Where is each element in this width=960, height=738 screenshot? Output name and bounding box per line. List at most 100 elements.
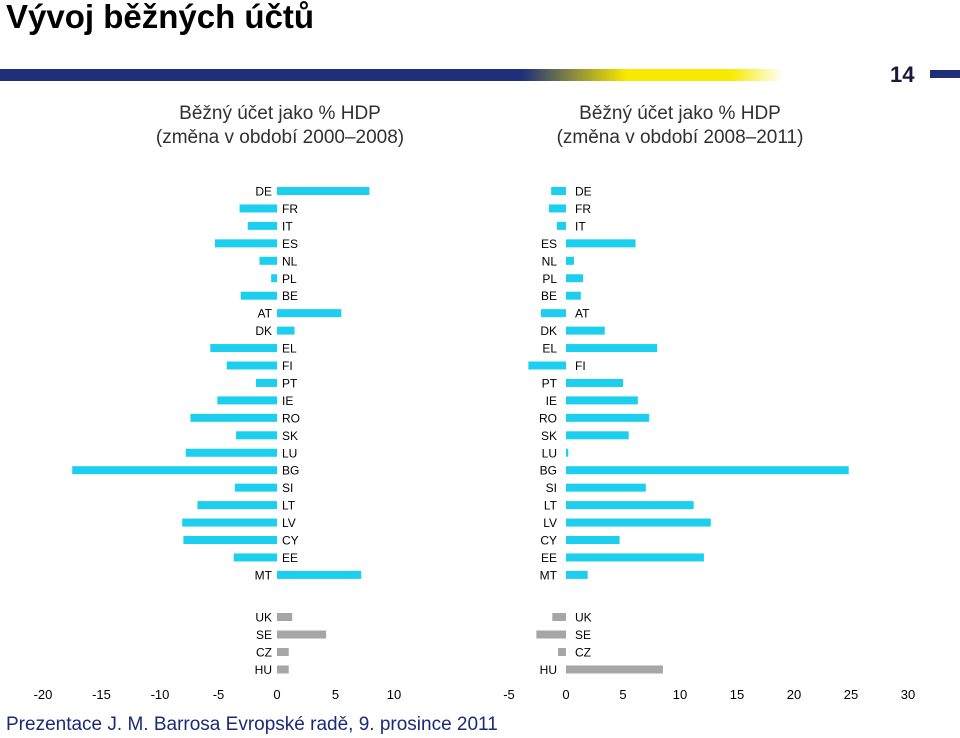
chart1-country-bar [566,378,623,387]
chart1-country-bar [566,501,694,510]
chart0-country-category-label: CY [282,534,299,548]
chart0-country-bar [234,483,277,492]
chart0-group-category-label: CZ [256,646,272,660]
chart1-x-tick-label: 5 [619,687,626,702]
chart0-country-bar [277,309,342,318]
chart1-country-bar [528,361,566,370]
chart0-country-bar [197,501,277,510]
chart0-country-category-label: PL [282,272,297,286]
chart0-group-bar [277,630,327,639]
chart1-country-category-label: PT [542,376,558,390]
chart0-country-category-label: EL [282,342,297,356]
chart0-country-bar [236,431,277,440]
chart1-country-bar [566,570,588,579]
chart0-country-bar [277,570,362,579]
chart0-country-category-label: NL [282,254,298,268]
chart0-x-tick-label: 0 [273,687,280,702]
chart1-country-category-label: SI [546,481,557,495]
chart1-group-category-label: UK [575,611,592,625]
chart1-country-category-label: IE [546,394,557,408]
chart0-country-bar [233,553,277,562]
chart1-country-category-label: ES [541,237,557,251]
chart0-group-category-label: UK [255,611,272,625]
chart1-x-tick-label: -5 [503,687,515,702]
chart0-x-tick-label: -15 [92,687,111,702]
chart1-country-bar [548,204,566,213]
chart0-country-category-label: FI [282,359,293,373]
chart1-country-category-label: MT [540,568,558,582]
chart0-country-category-label: EE [282,551,298,565]
chart0-country-category-label: SK [282,429,298,443]
chart1-country-category-label: BE [541,289,557,303]
chart0-group-bar [277,648,289,656]
chart0-country-bar [210,344,277,353]
chart1-country-category-label: FR [575,202,591,216]
chart1-country-category-label: FI [575,359,586,373]
chart1-country-category-label: IT [575,219,586,233]
chart1-country-category-label: EL [542,342,557,356]
chart0-country-category-label: BE [282,289,298,303]
chart1-country-bar [566,239,636,248]
chart0-country-category-label: LU [282,446,297,460]
chart-title-right-line1: Běžný účet jako % HDP [579,103,781,124]
chart0-country-category-label: PT [282,376,298,390]
chart1-country-bar [566,413,650,422]
chart1-x-tick-label: 20 [787,687,801,702]
chart-title-left: Běžný účet jako % HDP (změna v období 20… [110,102,450,150]
chart1-country-category-label: CY [540,534,557,548]
chart1-country-category-label: DK [540,324,557,338]
chart1-country-category-label: DE [575,185,592,199]
chart1-group-category-label: HU [540,663,557,677]
chart0-country-category-label: DE [255,185,272,199]
chart0-group-category-label: SE [256,628,272,642]
chart1-group-bar [558,648,566,656]
chart-title-right: Běžný účet jako % HDP (změna v období 20… [500,102,860,150]
chart0-group-category-label: HU [255,663,272,677]
chart0-x-tick-label: -20 [34,687,53,702]
chart0-country-category-label: AT [258,307,273,321]
chart0-country-category-label: IT [282,219,293,233]
chart1-country-bar [566,483,646,492]
chart1-country-category-label: LT [544,499,558,513]
chart1-x-tick-label: 15 [730,687,744,702]
chart1-country-bar [556,221,566,230]
chart1-group-category-label: SE [575,628,591,642]
chart0-country-category-label: FR [282,202,298,216]
chart0-country-bar [214,239,277,248]
chart0-country-category-label: IE [282,394,293,408]
chart1-country-category-label: EE [541,551,557,565]
header-band [0,69,960,81]
chart0-country-bar [240,291,277,300]
chart0-country-bar [259,256,277,265]
chart0-country-category-label: ES [282,237,298,251]
chart0-country-bar [277,187,370,195]
chart-title-right-line2: (změna v období 2008–2011) [556,127,804,148]
chart0-country-category-label: BG [282,464,299,478]
chart0-country-category-label: DK [255,324,272,338]
chart0-country-category-label: LT [282,499,296,513]
chart0-country-bar [271,274,277,283]
chart0-country-category-label: LV [282,516,296,530]
chart0-group-bar [277,665,289,674]
chart1-country-bar [566,396,638,405]
chart0-x-tick-label: -5 [213,687,225,702]
chart0-group-bar [277,613,293,621]
chart1-country-category-label: LU [542,446,557,460]
chart0-x-tick-label: 10 [387,687,401,702]
chart1-country-bar [566,448,569,457]
chart0-country-category-label: SI [282,481,293,495]
chart1-group-category-label: CZ [575,646,591,660]
chart0-x-tick-label: -10 [151,687,170,702]
chart1-country-bar [540,309,566,318]
chart1-country-bar [566,553,704,562]
chart1-group-bar [536,630,566,639]
chart0-country-bar [247,221,277,230]
chart1-group-bar [552,613,566,621]
chart0-country-bar [217,396,277,405]
chart1-country-bar [566,291,581,300]
chart0-country-bar [226,361,277,370]
chart1-country-bar [566,344,658,353]
chart-title-left-line2: (změna v období 2000–2008) [155,127,405,148]
chart1-country-category-label: SK [541,429,557,443]
